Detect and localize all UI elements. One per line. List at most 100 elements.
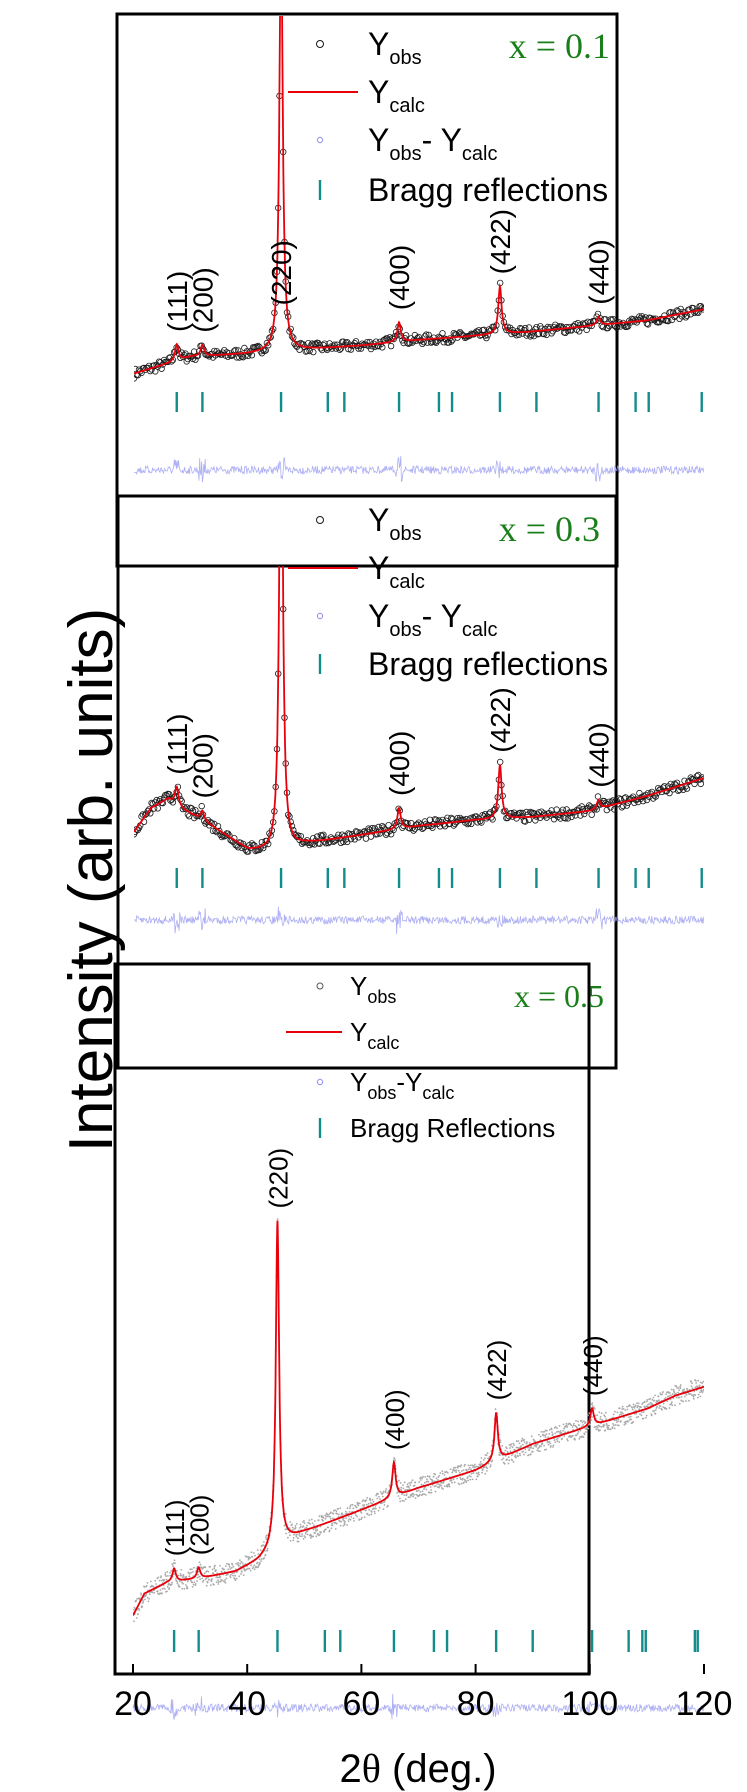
observed-point bbox=[670, 1394, 672, 1397]
observed-point bbox=[526, 1441, 528, 1444]
observed-point bbox=[166, 1585, 169, 1588]
peak-label: (400) bbox=[384, 731, 415, 796]
observed-point bbox=[235, 1562, 238, 1565]
observed-point bbox=[458, 1483, 461, 1486]
observed-point bbox=[527, 808, 534, 816]
observed-point bbox=[403, 1481, 406, 1484]
observed-point bbox=[353, 1520, 355, 1522]
observed-point bbox=[192, 1583, 195, 1586]
observed-point bbox=[164, 1573, 167, 1576]
observed-point bbox=[600, 1412, 603, 1415]
observed-point bbox=[517, 1440, 520, 1442]
observed-point bbox=[453, 1466, 455, 1469]
observed-point bbox=[525, 1442, 528, 1445]
observed-point bbox=[374, 1504, 377, 1507]
observed-point bbox=[690, 1394, 693, 1396]
observed-point bbox=[658, 1407, 661, 1409]
observed-point bbox=[561, 1437, 564, 1440]
observed-point bbox=[328, 1529, 331, 1532]
observed-point bbox=[203, 1572, 206, 1575]
observed-point bbox=[554, 1426, 557, 1428]
observed-point bbox=[384, 1490, 387, 1492]
observed-point bbox=[211, 1578, 214, 1580]
observed-point bbox=[277, 521, 283, 527]
observed-point bbox=[429, 1492, 431, 1494]
observed-point bbox=[673, 307, 681, 314]
observed-point bbox=[253, 1564, 256, 1567]
observed-point bbox=[287, 1536, 289, 1539]
observed-point bbox=[215, 1581, 218, 1584]
observed-point bbox=[342, 1517, 345, 1519]
observed-point bbox=[376, 1497, 379, 1500]
observed-point bbox=[205, 1584, 208, 1587]
observed-point bbox=[407, 1496, 410, 1499]
observed-point bbox=[352, 1517, 355, 1520]
observed-point bbox=[522, 818, 529, 825]
observed-point bbox=[555, 1438, 558, 1441]
observed-point bbox=[698, 304, 704, 311]
observed-point bbox=[598, 1425, 601, 1428]
observed-point bbox=[311, 1522, 314, 1524]
legend-marker bbox=[316, 1078, 324, 1086]
observed-point bbox=[265, 1534, 268, 1537]
observed-point bbox=[486, 1452, 489, 1454]
observed-point bbox=[375, 1507, 377, 1510]
observed-point bbox=[677, 1391, 679, 1394]
observed-point bbox=[684, 1395, 686, 1398]
observed-point bbox=[464, 1479, 467, 1482]
sample-label: x = 0.3 bbox=[499, 509, 600, 549]
observed-point bbox=[169, 1571, 171, 1574]
observed-point bbox=[630, 1418, 632, 1421]
observed-point bbox=[226, 1562, 228, 1565]
observed-point bbox=[453, 1481, 456, 1484]
observed-point bbox=[553, 1439, 556, 1442]
x-tick-label: 80 bbox=[457, 1685, 495, 1723]
observed-point bbox=[232, 1574, 234, 1577]
observed-point bbox=[485, 1454, 488, 1457]
observed-point bbox=[335, 1510, 338, 1513]
observed-point bbox=[224, 1579, 227, 1581]
observed-point bbox=[370, 1511, 373, 1513]
observed-point bbox=[399, 824, 406, 831]
observed-point bbox=[469, 1475, 472, 1478]
x-axis-label-suffix: (deg.) bbox=[381, 1747, 497, 1791]
observed-point bbox=[670, 1402, 673, 1405]
observed-point bbox=[621, 1405, 624, 1408]
observed-point bbox=[628, 1416, 630, 1418]
observed-point bbox=[635, 1412, 638, 1415]
observed-point bbox=[202, 1581, 204, 1583]
observed-point bbox=[501, 1458, 503, 1461]
observed-point bbox=[560, 1432, 563, 1434]
observed-point bbox=[585, 1431, 587, 1433]
observed-point bbox=[674, 1404, 676, 1407]
legend-marker bbox=[316, 40, 324, 48]
observed-point bbox=[170, 1569, 173, 1572]
observed-point bbox=[438, 1485, 441, 1488]
observed-point bbox=[516, 1452, 518, 1454]
observed-point bbox=[613, 324, 620, 331]
observed-point bbox=[634, 1404, 637, 1407]
observed-point bbox=[420, 1476, 422, 1479]
observed-point bbox=[626, 1408, 629, 1411]
observed-point bbox=[439, 330, 446, 337]
observed-point bbox=[161, 1592, 164, 1595]
observed-point bbox=[197, 1573, 200, 1576]
observed-point bbox=[614, 1410, 616, 1413]
observed-point bbox=[615, 1421, 618, 1423]
observed-point bbox=[566, 1439, 569, 1442]
observed-point bbox=[476, 1475, 479, 1478]
observed-point bbox=[683, 785, 691, 792]
observed-point bbox=[345, 1517, 347, 1520]
observed-point bbox=[155, 1583, 157, 1585]
observed-point bbox=[239, 1559, 241, 1561]
observed-point bbox=[133, 1606, 136, 1609]
observed-point bbox=[698, 774, 704, 781]
observed-point bbox=[666, 789, 673, 797]
observed-point bbox=[228, 1564, 231, 1566]
observed-point bbox=[338, 1513, 340, 1516]
observed-point bbox=[163, 1578, 166, 1581]
observed-point bbox=[609, 315, 617, 323]
observed-point bbox=[266, 1549, 269, 1552]
observed-point bbox=[697, 1379, 700, 1382]
observed-point bbox=[160, 1579, 163, 1582]
